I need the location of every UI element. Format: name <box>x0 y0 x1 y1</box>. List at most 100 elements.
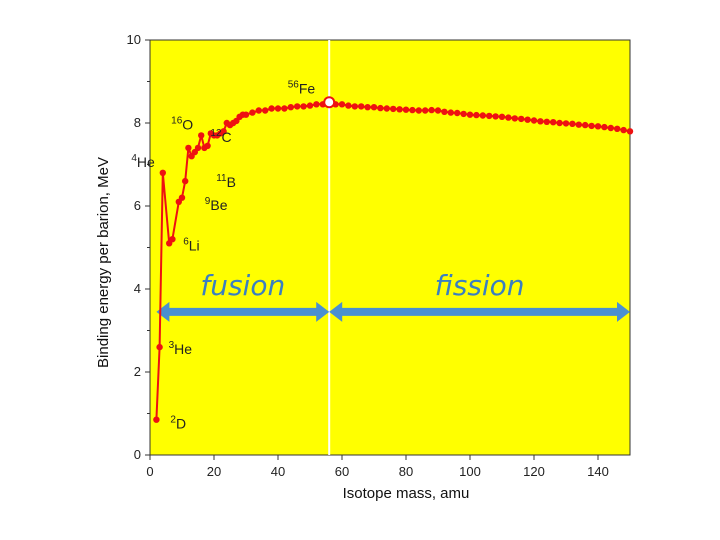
data-point <box>447 109 454 116</box>
data-point <box>434 107 442 114</box>
data-point <box>428 106 435 114</box>
data-point <box>505 114 512 121</box>
data-point <box>562 120 570 127</box>
data-point <box>530 117 538 124</box>
isotope-label-o16: 16O <box>171 115 193 132</box>
data-point <box>415 107 422 114</box>
isotope-label-be9: 9Be <box>205 196 228 213</box>
data-point <box>268 105 275 112</box>
x-axis-title: Isotope mass, amu <box>343 485 470 502</box>
data-point <box>588 122 595 130</box>
x-tick-label: 20 <box>207 464 221 479</box>
x-tick-label: 120 <box>523 464 545 479</box>
double-arrow-fission <box>329 301 630 322</box>
data-point <box>550 119 557 126</box>
data-point <box>486 112 493 120</box>
data-point <box>204 142 211 149</box>
data-point <box>262 107 269 114</box>
data-point <box>479 112 486 119</box>
data-point <box>607 124 614 132</box>
x-tick-label: 0 <box>146 464 153 479</box>
data-point <box>169 236 176 243</box>
data-point <box>345 102 352 109</box>
data-point <box>287 104 294 111</box>
data-point <box>364 104 371 111</box>
data-point <box>178 194 186 201</box>
region-arrows: fusion fission <box>156 269 630 322</box>
y-tick-label: 8 <box>134 115 141 130</box>
data-point <box>249 109 256 116</box>
region-label-fission: fission <box>435 269 525 302</box>
y-tick-label: 4 <box>134 281 141 296</box>
x-tick-label: 60 <box>335 464 349 479</box>
double-arrow-fusion <box>156 301 330 322</box>
data-point <box>159 169 166 176</box>
data-point <box>396 106 403 113</box>
data-point <box>383 105 390 112</box>
isotope-label-d2: 2D <box>170 415 186 432</box>
data-point <box>306 102 314 109</box>
data-point <box>460 110 467 118</box>
data-point <box>281 105 288 112</box>
data-point <box>274 105 282 112</box>
isotope-label-fe56: 56Fe <box>288 79 316 96</box>
y-tick-label: 2 <box>134 364 141 379</box>
data-point <box>370 104 378 111</box>
data-point <box>390 105 397 113</box>
plot-area <box>149 39 631 456</box>
data-point <box>153 416 160 423</box>
data-point <box>409 106 416 114</box>
data-point <box>313 101 320 108</box>
isotope-label-he3: 3He <box>169 340 193 357</box>
data-point <box>182 177 189 185</box>
data-point <box>524 116 531 123</box>
data-point <box>255 107 262 114</box>
data-point <box>351 103 358 110</box>
data-point <box>242 111 250 118</box>
data-point <box>185 144 192 152</box>
isotope-labels: 2D 3He 6Li 9Be 11B 4He 12C 16O 56Fe <box>131 79 315 431</box>
data-point <box>594 123 602 130</box>
data-point <box>575 121 582 128</box>
data-point-iron <box>323 96 336 109</box>
data-point <box>626 128 634 135</box>
binding-energy-series <box>153 96 634 423</box>
x-tick-label: 140 <box>587 464 609 479</box>
x-tick-label: 40 <box>271 464 285 479</box>
data-point <box>194 144 202 152</box>
data-point <box>543 118 550 126</box>
data-point <box>473 111 480 119</box>
data-point <box>156 343 163 351</box>
data-point <box>294 103 301 110</box>
isotope-label-c12: 12C <box>210 128 231 145</box>
data-point <box>338 101 346 108</box>
data-point <box>556 119 563 127</box>
data-point <box>518 115 525 123</box>
data-point <box>582 121 589 129</box>
y-tick-label: 10 <box>127 32 141 47</box>
isotope-label-b11: 11B <box>216 173 236 190</box>
data-point <box>402 106 410 113</box>
data-point <box>198 132 205 139</box>
data-point <box>492 113 499 120</box>
x-tick-label: 80 <box>399 464 413 479</box>
isotope-label-li6: 6Li <box>183 236 199 253</box>
data-point <box>511 115 518 122</box>
data-point <box>620 126 627 134</box>
y-axis-title: Binding energy per barion, MeV <box>95 157 112 368</box>
data-point <box>614 125 621 132</box>
data-point <box>466 111 474 118</box>
data-point <box>422 107 429 114</box>
data-point <box>441 108 448 116</box>
data-point <box>498 113 506 121</box>
data-point <box>537 118 544 125</box>
data-point <box>220 128 227 135</box>
data-point <box>300 103 307 110</box>
isotope-label-he4: 4He <box>131 153 155 170</box>
data-point <box>454 109 461 117</box>
region-label-fusion: fusion <box>200 269 285 302</box>
data-point <box>377 104 384 112</box>
y-tick-label: 0 <box>134 447 141 462</box>
